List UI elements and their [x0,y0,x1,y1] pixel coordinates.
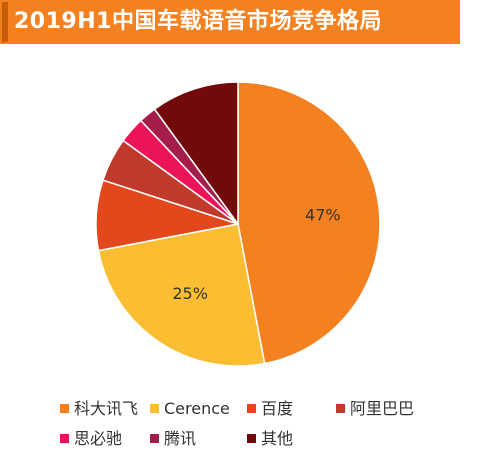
pie-chart-area: 47% 25% [0,60,497,390]
legend-swatch-5 [150,434,159,443]
title-bar: 2019H1中国车载语音市场竞争格局 [0,0,460,44]
legend-label-0: 科大讯飞 [74,399,139,418]
legend-swatch-3 [336,404,345,413]
legend-label-2: 百度 [261,399,294,418]
legend-item-3: 阿里巴巴 [336,398,414,420]
legend-label-5: 腾讯 [164,429,197,448]
pie-slice-0 [237,81,381,365]
legend-item-0: 科大讯飞 [60,398,138,420]
legend-swatch-6 [247,434,256,443]
legend-item-5: 腾讯 [150,428,196,450]
legend-item-2: 百度 [247,398,293,420]
legend-label-4: 思必驰 [74,429,123,448]
pie-slice-1 [97,223,266,367]
pie-slice-6 [153,81,239,227]
chart-legend: 科大讯飞 Cerence 百度 阿里巴巴思必驰 腾讯 其他 [0,398,497,458]
chart-title: 2019H1中国车载语音市场竞争格局 [14,9,382,34]
legend-swatch-4 [60,434,69,443]
legend-item-1: Cerence [150,398,230,420]
legend-swatch-2 [247,404,256,413]
legend-item-4: 思必驰 [60,428,122,450]
legend-label-3: 阿里巴巴 [350,399,415,418]
pie-slice-label-0: 47% [305,205,341,224]
legend-swatch-1 [150,404,159,413]
legend-item-6: 其他 [247,428,293,450]
legend-label-6: 其他 [261,429,294,448]
legend-label-1: Cerence [164,399,230,418]
pie-slice-label-1: 25% [172,284,208,303]
pie-chart: 47% 25% [95,81,381,367]
title-accent-bar [2,2,8,42]
legend-swatch-0 [60,404,69,413]
